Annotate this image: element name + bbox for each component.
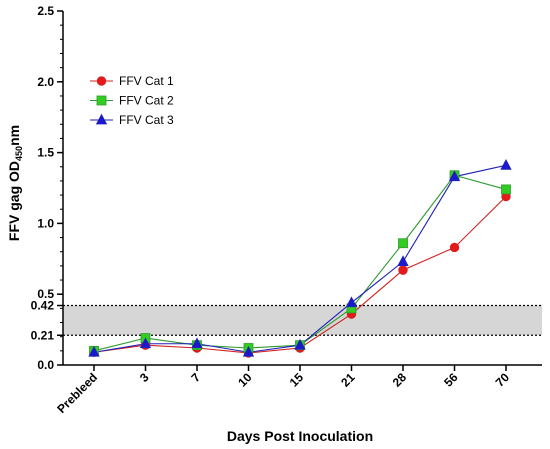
y-axis-title-suffix: nm [6,125,22,146]
data-point-triangle [242,345,255,357]
data-point-triangle [448,170,461,182]
x-tick-label: 70 [493,370,513,390]
y-axis-title-subscript: 450 [14,146,24,161]
x-axis-title: Days Post Inoculation [227,428,373,444]
x-tick-label: Prebleed [54,370,100,416]
data-point-triangle [88,345,100,357]
y-axis: 0.0 0.21 0.420.5 1.0 1.5 2.0 2.5 [31,4,64,372]
legend-label: FFV Cat 2 [119,94,174,108]
data-point-circle [449,242,460,253]
y-tick-label: 1.0 [37,216,54,230]
y-tick-label: 2.5 [37,4,54,18]
data-point-square [501,184,511,195]
x-tick-label: 21 [338,370,358,390]
x-tick-label: 28 [390,370,410,390]
legend-item: FFV Cat 3 [90,113,174,127]
legend-marker [96,95,107,106]
y-tick-label: 0.21 [31,328,55,342]
y-axis-title-main: FFV gag OD [6,161,22,241]
x-tick-label: 56 [441,370,461,390]
data-point-triangle [500,158,512,170]
x-tick-label: 3 [137,370,152,385]
x-axis: Prebleed 3 7 10 15 21 28 56 70 [54,364,542,416]
data-point-square [398,238,408,249]
legend-marker [95,113,108,125]
legend-label: FFV Cat 1 [119,74,174,88]
y-tick-label: 0.42 [31,299,55,313]
legend-item: FFV Cat 2 [90,94,174,108]
threshold-band-layer [63,304,542,336]
legend-marker [96,76,107,86]
y-tick-label: 2.0 [37,75,54,89]
y-axis-title: FFV gag OD450nm [6,125,24,241]
legend-label: FFV Cat 3 [119,113,174,127]
series-layer [88,158,512,358]
data-point-circle [398,265,408,275]
y-tick-label: 0.5 [37,287,54,301]
x-tick-label: 7 [188,370,203,385]
data-point-triangle [397,255,409,267]
data-point-triangle [139,337,152,349]
threshold-band [63,305,542,336]
y-tick-label: 1.5 [37,146,54,160]
y-tick-label: 0.0 [37,358,54,372]
x-tick-label: 15 [287,370,307,390]
data-point-triangle [294,338,306,350]
data-point-triangle [191,337,203,349]
series-3-markers [88,158,512,357]
data-point-triangle [345,296,358,308]
x-tick-label: 10 [235,370,255,390]
legend: FFV Cat 1 FFV Cat 2 FFV Cat 3 [90,74,174,127]
legend-item: FFV Cat 1 [90,74,174,88]
